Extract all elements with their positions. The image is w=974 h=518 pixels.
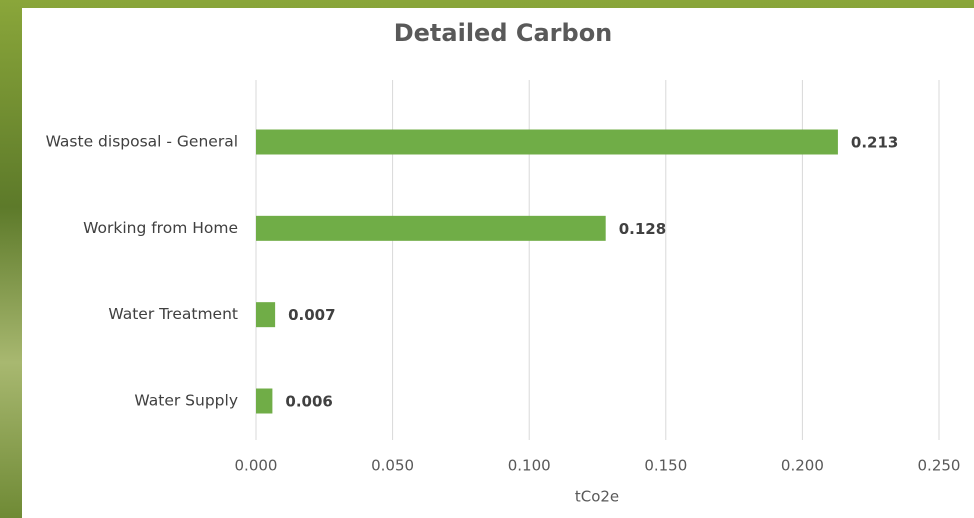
x-tick-label: 0.250	[918, 457, 961, 475]
x-tick-label: 0.150	[644, 457, 687, 475]
x-tick-label: 0.050	[371, 457, 414, 475]
y-tick-label: Working from Home	[83, 219, 238, 237]
chart-title: Detailed Carbon	[394, 19, 613, 47]
bar	[256, 388, 273, 414]
x-axis-title: tCo2e	[575, 488, 619, 506]
bar	[256, 302, 276, 328]
value-label: 0.213	[851, 134, 898, 152]
x-tick-label: 0.100	[508, 457, 551, 475]
bar	[256, 215, 606, 241]
chart-area	[22, 8, 974, 518]
value-label: 0.128	[619, 220, 666, 238]
value-label: 0.007	[288, 306, 335, 324]
y-tick-label: Water Supply	[134, 392, 238, 410]
y-tick-label: Waste disposal - General	[46, 133, 238, 151]
x-tick-label: 0.200	[781, 457, 824, 475]
y-tick-label: Water Treatment	[108, 305, 238, 323]
value-label: 0.006	[285, 393, 332, 411]
x-tick-label: 0.000	[235, 457, 278, 475]
bar	[256, 129, 838, 155]
